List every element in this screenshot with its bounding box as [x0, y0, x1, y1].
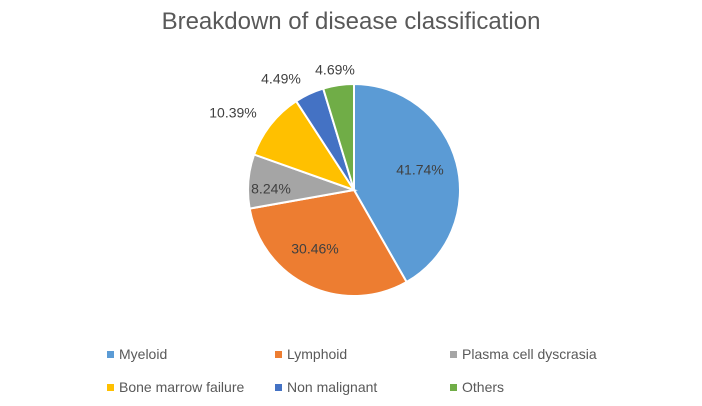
legend-item: Lymphoid [275, 346, 347, 362]
legend-label: Myeloid [119, 346, 168, 362]
legend-swatch [275, 383, 282, 391]
data-label: 30.46% [291, 241, 338, 257]
legend-item: Plasma cell dyscrasia [450, 346, 597, 362]
legend-swatch [450, 350, 457, 358]
data-label: 10.39% [209, 105, 256, 121]
legend-item: Non malignant [275, 379, 377, 395]
legend-label: Non malignant [287, 379, 378, 395]
legend-label: Others [462, 379, 505, 395]
legend-label: Bone marrow failure [119, 379, 245, 395]
data-label: 4.69% [315, 62, 355, 78]
data-label: 41.74% [396, 162, 443, 178]
legend-label: Lymphoid [287, 346, 348, 362]
legend-item: Others [450, 379, 504, 395]
legend-swatch [275, 350, 282, 358]
legend-label: Plasma cell dyscrasia [462, 346, 597, 362]
pie-slice-bone-marrow-failure [252, 99, 357, 192]
pie-slice-lymphoid [248, 188, 408, 297]
legend-item: Myeloid [107, 346, 167, 362]
legend-swatch [107, 350, 114, 358]
chart-title: Breakdown of disease classification [161, 8, 541, 35]
pie-slice-myeloid [353, 82, 461, 284]
legend-swatch [107, 383, 114, 391]
data-label: 8.24% [251, 181, 291, 197]
data-label: 4.49% [261, 71, 301, 87]
pie-slice-others [321, 82, 355, 191]
legend-swatch [450, 383, 457, 391]
legend-item: Bone marrow failure [107, 379, 244, 395]
